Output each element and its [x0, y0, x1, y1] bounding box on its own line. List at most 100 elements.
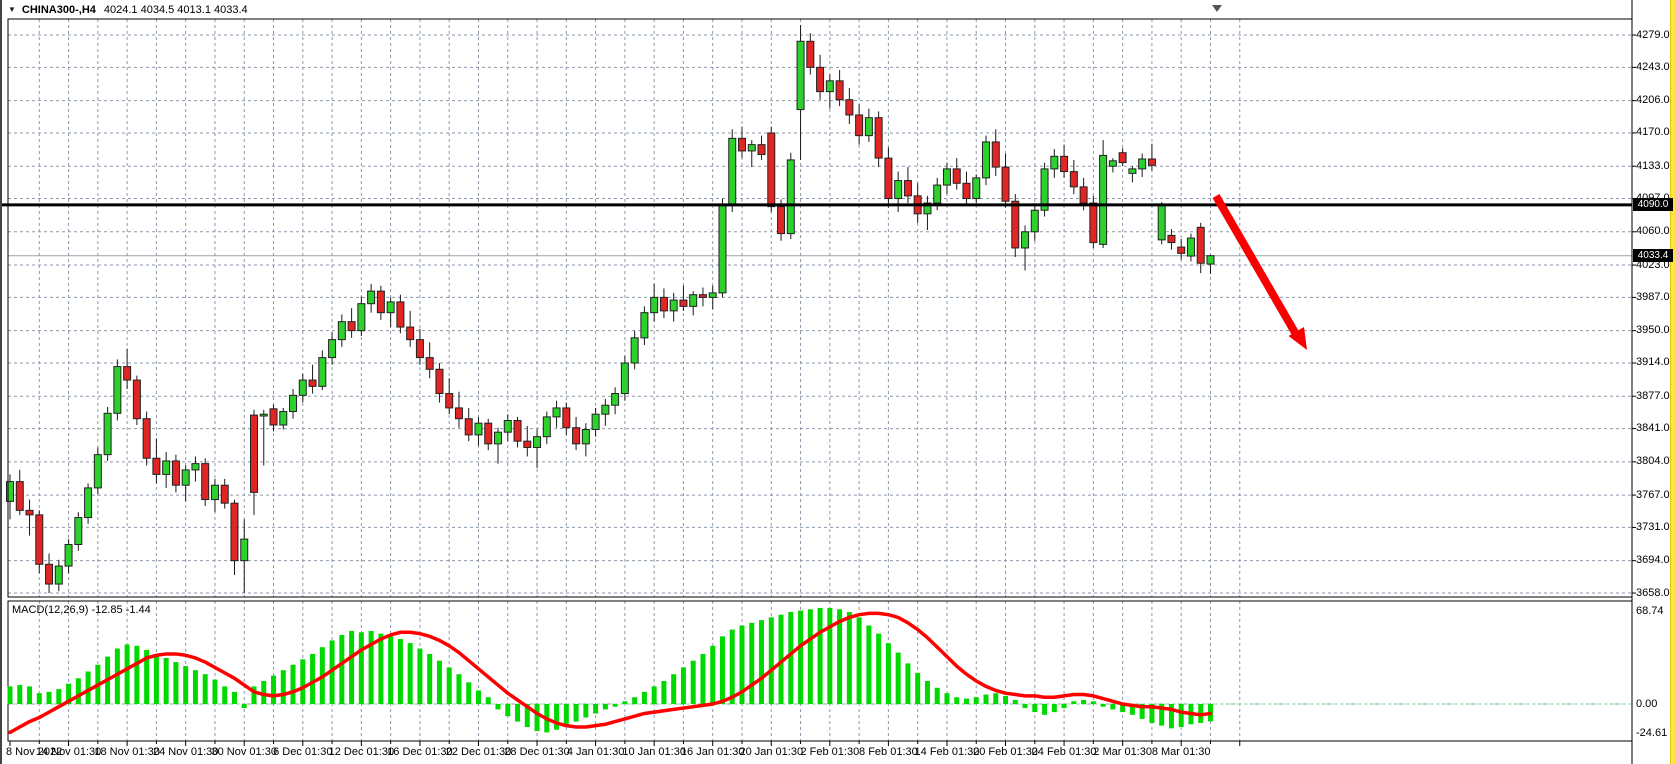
price-axis-label: 4206.0 [1636, 94, 1670, 107]
candle-bull [1099, 154, 1108, 245]
candle-bear [415, 339, 424, 359]
macd-histogram-bar [368, 630, 374, 704]
candle-bull [93, 454, 102, 489]
candle-bear [45, 563, 54, 585]
candle-bull [298, 379, 307, 396]
macd-histogram-bar [729, 629, 735, 704]
macd-histogram-bar [641, 691, 647, 704]
macd-histogram-bar [1032, 704, 1038, 713]
time-axis-label[interactable]: 14 Nov 01:30 [35, 746, 102, 758]
candle-bull [474, 422, 483, 436]
time-axis-label[interactable]: 16 Jan 01:30 [680, 746, 745, 758]
candle-bull [367, 290, 376, 305]
macd-histogram-bar [622, 701, 628, 704]
price-axis-label: 3877.0 [1636, 389, 1670, 402]
candle-bear [572, 427, 581, 445]
candle-bull [6, 481, 14, 502]
candle-bear [991, 141, 1000, 168]
macd-histogram-bar [436, 660, 442, 704]
time-axis-label[interactable]: 28 Dec 01:30 [504, 746, 570, 758]
candle-bull [386, 301, 395, 314]
time-axis-label[interactable]: 6 Dec 01:30 [273, 746, 333, 758]
macd-histogram-bar [661, 680, 667, 704]
chart-dropdown-icon[interactable]: ▼ [8, 5, 16, 14]
macd-histogram-bar [153, 655, 159, 704]
candle-bull [357, 303, 366, 332]
macd-histogram-bar [993, 693, 999, 704]
time-axis-label[interactable]: 24 Nov 01:30 [152, 746, 219, 758]
macd-histogram-bar [75, 678, 81, 704]
macd-histogram-bar [856, 617, 862, 704]
candle-bull [1206, 255, 1215, 265]
macd-histogram-bar [905, 663, 911, 704]
time-axis-label[interactable]: 24 Feb 01:30 [1031, 746, 1097, 758]
macd-axis-label: -24.61 [1636, 726, 1668, 739]
candle-bull [689, 294, 698, 307]
candle-bear [1011, 200, 1020, 249]
candle-bear [171, 460, 180, 486]
candle-bull [103, 412, 112, 456]
macd-histogram-bar [1042, 704, 1048, 715]
time-axis-label[interactable]: 14 Feb 01:30 [914, 746, 980, 758]
macd-histogram-bar [300, 659, 306, 704]
candle-bull [825, 80, 834, 93]
macd-histogram-bar [690, 660, 696, 704]
macd-histogram-bar [563, 704, 569, 726]
candle-bear [1177, 246, 1186, 254]
macd-histogram-bar [280, 670, 286, 704]
candle-bull [591, 413, 600, 430]
macd-histogram-bar [1022, 704, 1028, 709]
candle-bear [308, 379, 317, 387]
macd-histogram-bar [17, 685, 23, 704]
candle-bull [640, 312, 649, 339]
chart-shift-marker-icon[interactable] [1212, 5, 1222, 12]
macd-histogram-bar [817, 607, 823, 704]
macd-histogram-bar [583, 704, 589, 718]
time-axis-label[interactable]: 22 Dec 01:30 [445, 746, 512, 758]
macd-histogram-bar [56, 689, 62, 704]
time-axis-label[interactable]: 16 Dec 01:30 [387, 746, 453, 758]
macd-histogram-bar [915, 672, 921, 704]
window-left-border [0, 0, 2, 764]
candle-bull [113, 366, 122, 414]
time-axis-label[interactable]: 2 Mar 01:30 [1093, 746, 1152, 758]
macd-histogram-bar [407, 643, 413, 704]
macd-histogram-bar [924, 680, 930, 704]
candle-bear [903, 180, 912, 197]
macd-histogram-bar [134, 645, 140, 704]
candle-bear [679, 299, 688, 307]
time-axis-label[interactable]: 8 Mar 01:30 [1151, 746, 1211, 758]
price-axis-label: 4060.0 [1636, 225, 1670, 238]
candle-bull [581, 428, 590, 445]
candle-bull [611, 393, 620, 406]
macd-histogram-bar [534, 704, 540, 732]
time-axis-label[interactable]: 18 Nov 01:30 [94, 746, 160, 758]
candle-bear [659, 296, 668, 312]
candle-bear [884, 157, 893, 200]
candle-bull [718, 204, 727, 294]
time-axis-label[interactable]: 10 Jan 01:30 [622, 746, 686, 758]
macd-histogram-bar [231, 691, 237, 704]
price-axis-label: 4170.0 [1636, 126, 1670, 139]
candle-bear [562, 407, 571, 429]
candle-bear [230, 502, 239, 562]
candle-bull [1050, 155, 1059, 170]
time-axis-label[interactable]: 20 Jan 01:30 [739, 746, 804, 758]
time-axis-label[interactable]: 8 Feb 01:30 [859, 746, 918, 758]
candle-bear [142, 418, 151, 459]
candle-bull [708, 292, 717, 298]
ohlc-readout: 4024.1 4034.5 4013.1 4033.4 [103, 4, 248, 16]
candle-bear [1147, 158, 1156, 166]
time-axis-label[interactable]: 2 Feb 01:30 [800, 746, 860, 758]
time-axis-label[interactable]: 8 Nov 2022 [6, 746, 63, 758]
time-axis-label[interactable]: 30 Nov 01:30 [211, 746, 277, 758]
candle-bull [318, 357, 327, 387]
time-axis-label[interactable]: 20 Feb 01:30 [973, 746, 1038, 758]
candle-bull [1030, 209, 1039, 233]
time-axis-label[interactable]: 4 Jan 01:30 [566, 746, 625, 758]
macd-histogram-bar [1003, 695, 1009, 704]
candle-bear [874, 117, 883, 159]
time-axis-label[interactable]: 12 Dec 01:30 [328, 746, 395, 758]
macd-histogram-bar [515, 704, 521, 722]
